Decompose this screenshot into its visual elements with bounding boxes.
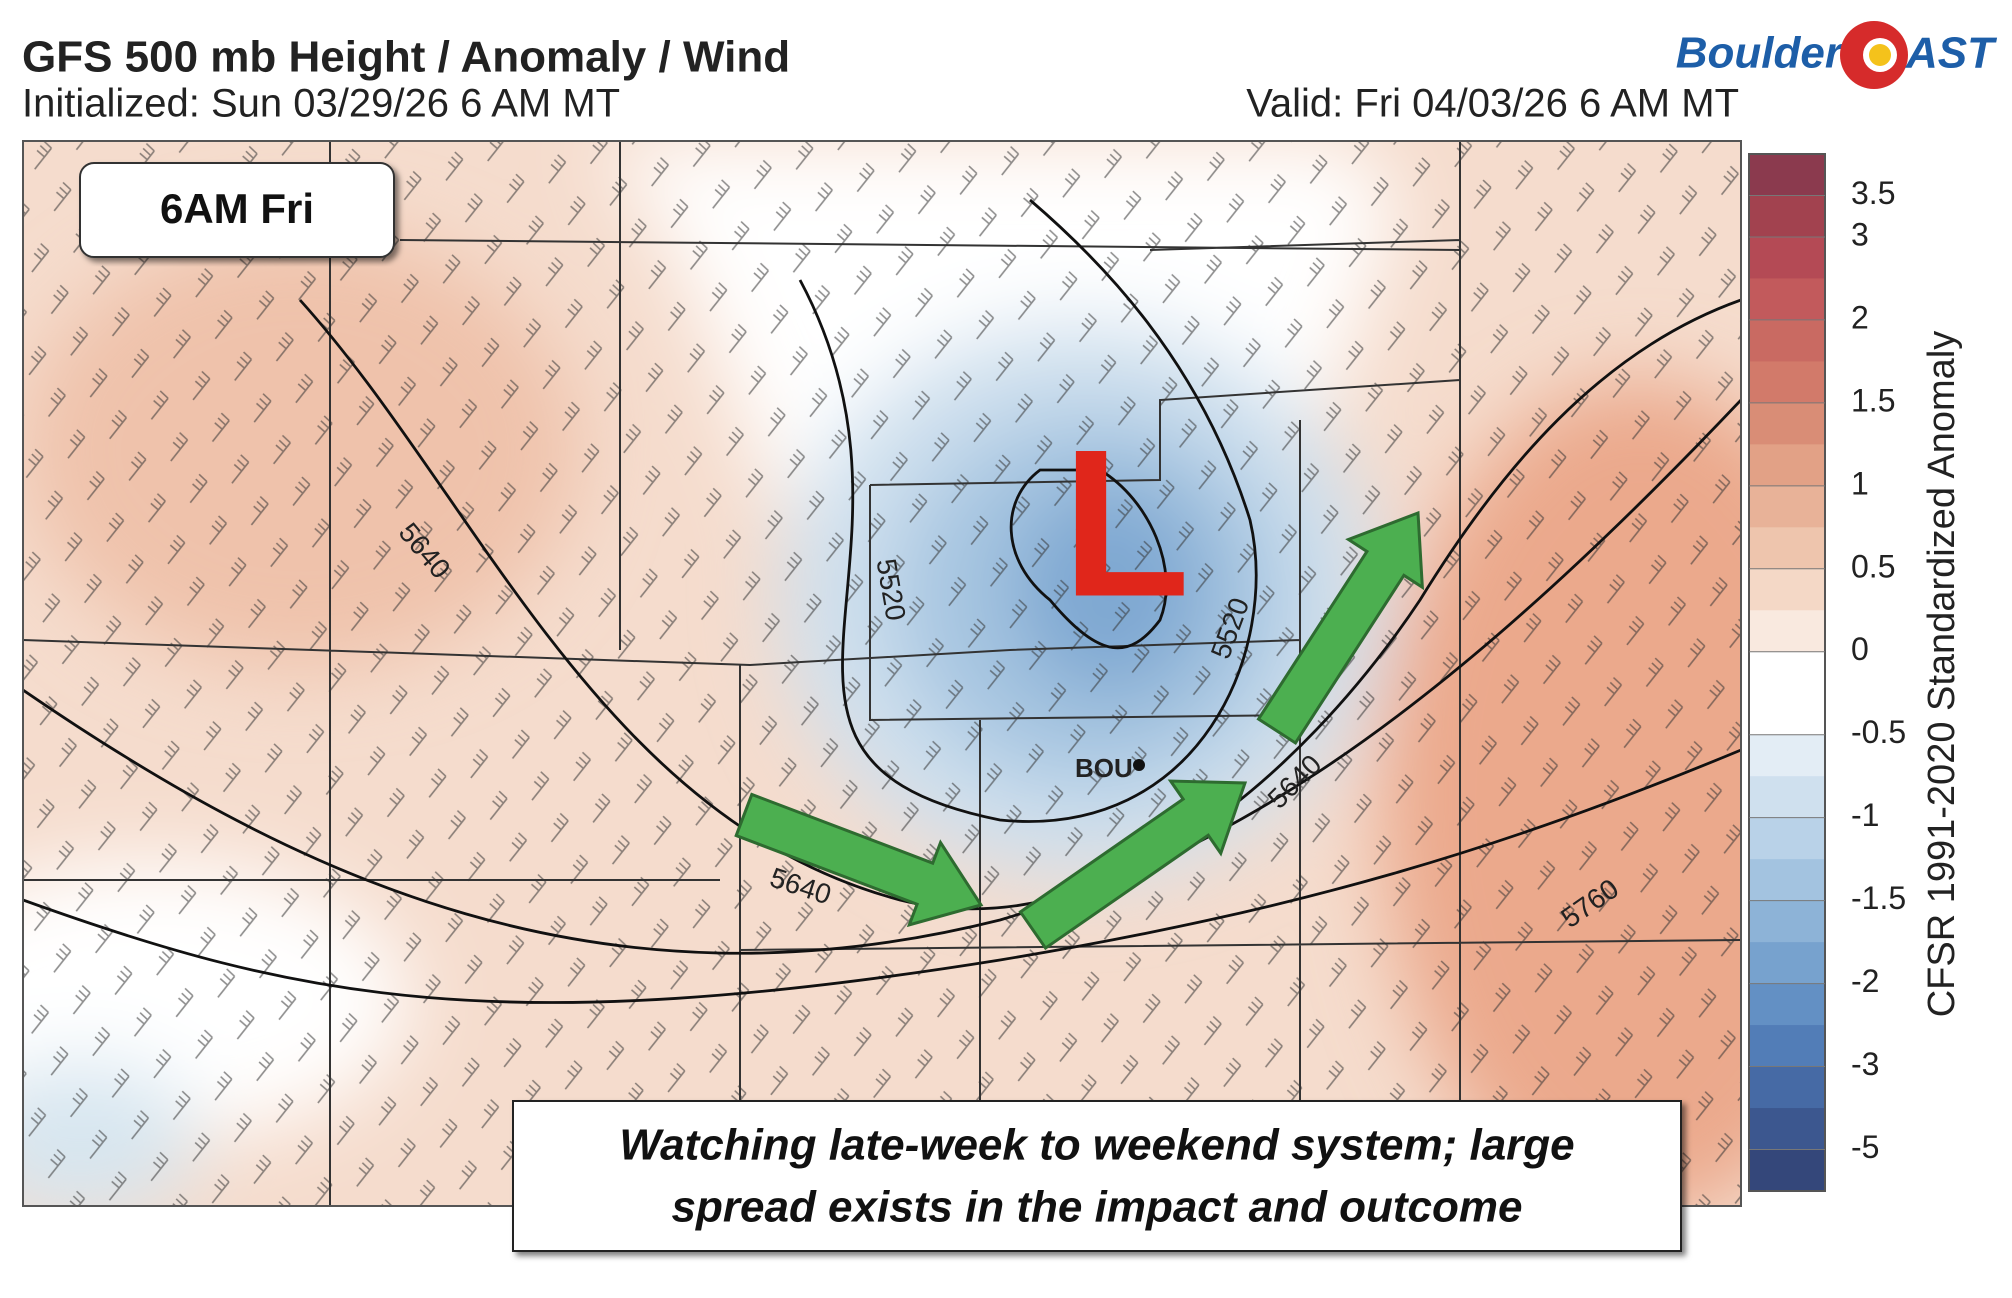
colorbar-title: CFSR 1991-2020 Standardized Anomaly bbox=[1921, 331, 1963, 1018]
valid-time: Valid: Fri 04/03/26 6 AM MT bbox=[1246, 82, 1739, 126]
time-label: 6AM Fri bbox=[160, 185, 314, 232]
colorbar-band bbox=[1749, 1066, 1825, 1109]
colorbar-band bbox=[1749, 734, 1825, 777]
time-box bbox=[79, 162, 395, 258]
colorbar-band bbox=[1749, 942, 1825, 985]
caption-line: spread exists in the impact and outcome bbox=[672, 1183, 1523, 1232]
colorbar-tick-label: -0.5 bbox=[1851, 714, 1906, 750]
colorbar-band bbox=[1749, 1025, 1825, 1068]
height-contours bbox=[23, 198, 1741, 1004]
colorbar-frame bbox=[1748, 153, 1826, 1192]
logo-c bbox=[1869, 44, 1891, 66]
colorbar-tick-label: 1 bbox=[1851, 465, 1869, 501]
colorbar-tick-label: 3 bbox=[1851, 216, 1869, 252]
logo-text: Boulder bbox=[1676, 29, 1845, 78]
flow-arrow bbox=[1018, 779, 1248, 951]
colorbar-band bbox=[1749, 154, 1825, 196]
low-label: L bbox=[1062, 405, 1190, 640]
init-time: Initialized: Sun 03/29/26 6 AM MT bbox=[22, 82, 620, 126]
colorbar-band bbox=[1749, 319, 1825, 362]
chart-title: GFS 500 mb Height / Anomaly / Wind bbox=[22, 33, 790, 82]
colorbar-tick-label: -5 bbox=[1851, 1129, 1879, 1165]
logo: Boulder AST bbox=[1676, 21, 1997, 89]
colorbar-band bbox=[1749, 527, 1825, 570]
colorbar-band bbox=[1749, 1108, 1825, 1151]
colorbar-tick-label: -2 bbox=[1851, 963, 1879, 999]
colorbar-tick-label: -1.5 bbox=[1851, 880, 1906, 916]
colorbar-tick-label: 1.5 bbox=[1851, 382, 1895, 418]
colorbar-tick-label: 2 bbox=[1851, 299, 1869, 335]
colorbar-band bbox=[1749, 817, 1825, 860]
colorbar-band bbox=[1749, 278, 1825, 321]
state-borders bbox=[23, 141, 1741, 1206]
colorbar-band bbox=[1749, 1149, 1825, 1192]
station-label: BOU bbox=[1075, 753, 1133, 783]
colorbar-band bbox=[1749, 402, 1825, 445]
colorbar-band bbox=[1749, 444, 1825, 487]
caption-line: Watching late-week to weekend system; la… bbox=[619, 1121, 1574, 1170]
logo-text: AST bbox=[1905, 29, 1997, 78]
colorbar-tick-label: 3.5 bbox=[1851, 175, 1895, 211]
colorbar-tick-label: 0.5 bbox=[1851, 548, 1895, 584]
map bbox=[23, 141, 1741, 1206]
colorbar-band bbox=[1749, 568, 1825, 611]
colorbar-band bbox=[1749, 900, 1825, 943]
colorbar-band bbox=[1749, 610, 1825, 653]
colorbar-band bbox=[1749, 195, 1825, 238]
caption-box bbox=[512, 1100, 1682, 1252]
colorbar-band bbox=[1749, 651, 1825, 694]
colorbar-band bbox=[1749, 693, 1825, 736]
station-dot bbox=[1133, 759, 1145, 771]
colorbar-tick-label: -3 bbox=[1851, 1046, 1879, 1082]
flow-arrow bbox=[1256, 510, 1425, 746]
colorbar-band bbox=[1749, 859, 1825, 902]
flow-arrow bbox=[734, 792, 984, 928]
colorbar-tick-label: 0 bbox=[1851, 631, 1869, 667]
colorbar-band bbox=[1749, 236, 1825, 279]
colorbar-band bbox=[1749, 485, 1825, 528]
colorbar-band bbox=[1749, 983, 1825, 1026]
colorbar-tick-label: -1 bbox=[1851, 797, 1879, 833]
colorbar-band bbox=[1749, 361, 1825, 404]
colorbar-band bbox=[1749, 776, 1825, 819]
